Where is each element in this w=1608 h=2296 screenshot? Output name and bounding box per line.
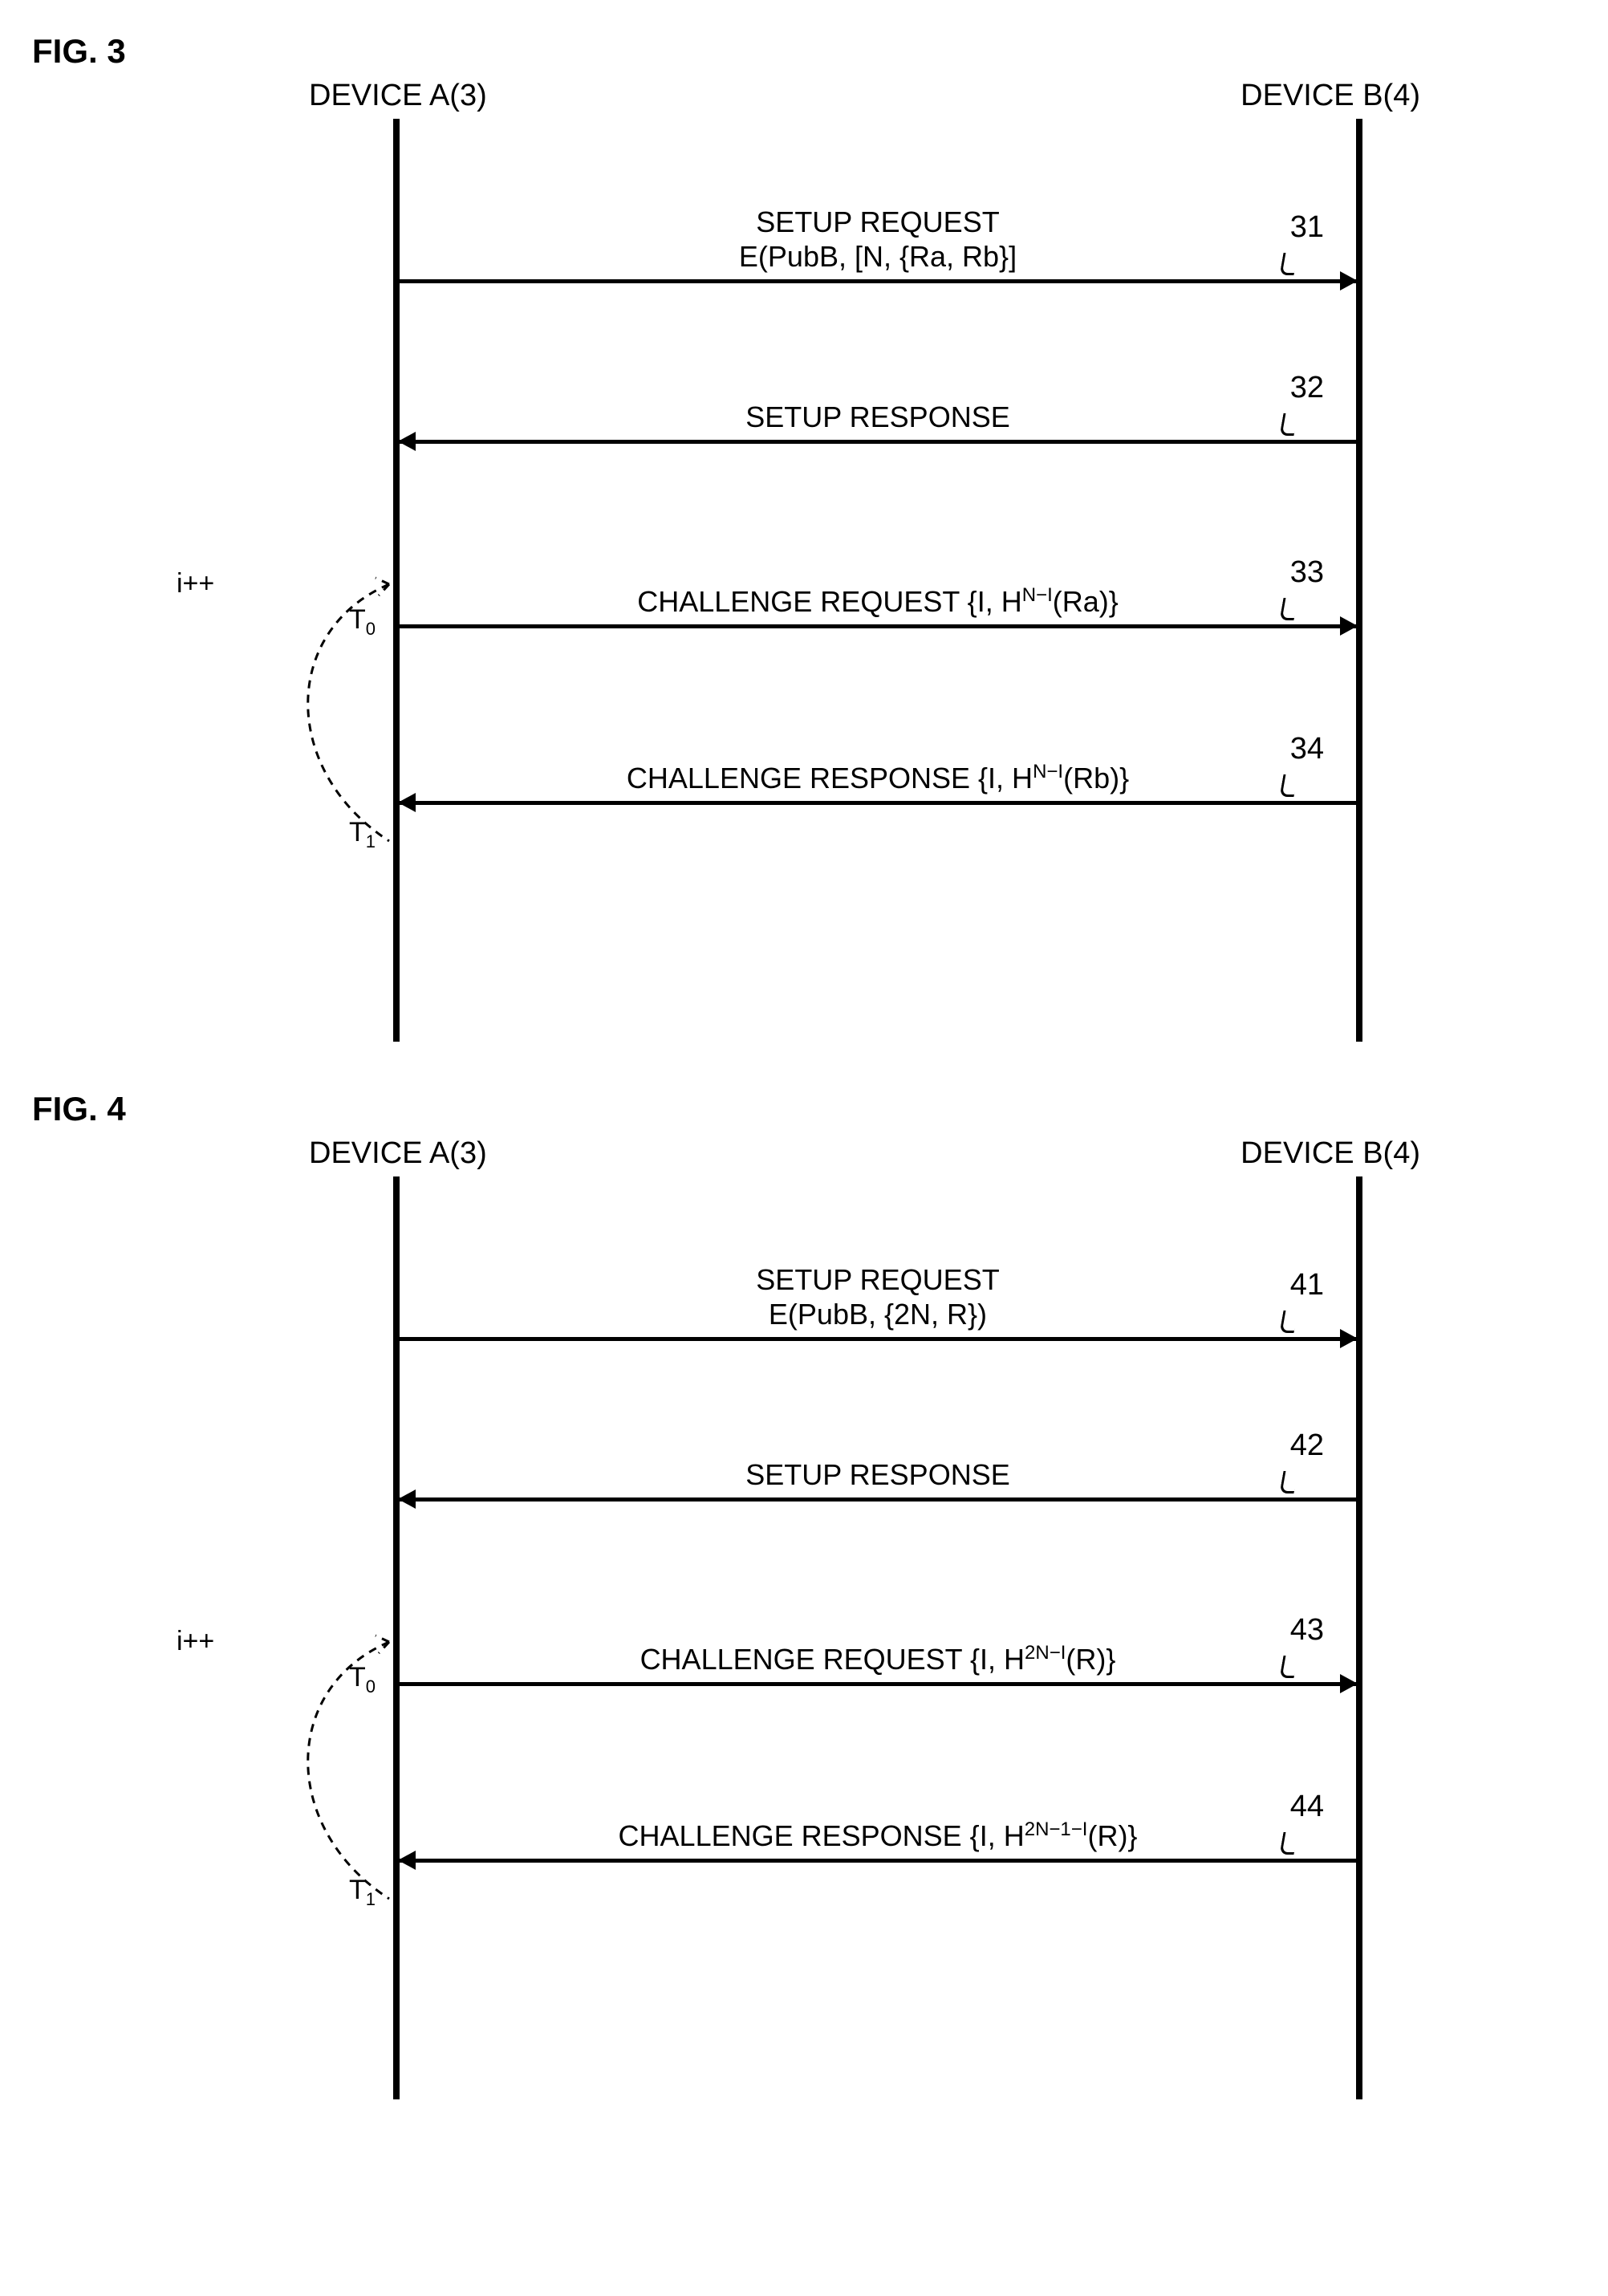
message-text: CHALLENGE REQUEST {I, HN−I(Ra)} [400,584,1356,619]
loop-increment-label: i++ [177,568,214,599]
fig3: FIG. 3 DEVICE A(3) DEVICE B(4) SETUP REQUES… [32,32,1576,1042]
arrow-right-icon [400,1682,1356,1686]
ref-number: 44 [1290,1790,1324,1824]
arrow-left-icon [400,1859,1356,1863]
ref-number: 34 [1290,732,1324,766]
arrow-left-icon [400,1497,1356,1502]
figure-title: FIG. 4 [32,1090,1576,1128]
ref-number: 41 [1290,1268,1324,1302]
time-t1-label: T1 [349,817,376,852]
lifeline-b [1356,1176,1362,2099]
message-41: SETUP REQUESTE(PubB, {2N, R})41 [400,1337,1356,1341]
ref-number: 33 [1290,555,1324,590]
time-t0-label: T0 [349,604,376,640]
figure-title: FIG. 3 [32,32,1576,71]
message-text: SETUP REQUESTE(PubB, {2N, R}) [400,1262,1356,1331]
message-32: SETUP RESPONSE32 [400,440,1356,444]
lifeline-b [1356,119,1362,1042]
time-t0-label: T0 [349,1662,376,1697]
message-43: CHALLENGE REQUEST {I, H2N−I(R)}43 [400,1682,1356,1686]
ref-number: 32 [1290,371,1324,405]
lifeline-a [393,119,400,1042]
arrow-left-icon [400,440,1356,444]
device-a-label: DEVICE A(3) [309,1136,487,1171]
lifeline-a [393,1176,400,2099]
message-44: CHALLENGE RESPONSE {I, H2N−1−I(R)}44 [400,1859,1356,1863]
device-a-label: DEVICE A(3) [309,79,487,113]
device-b-label: DEVICE B(4) [1241,1136,1420,1171]
message-text: SETUP RESPONSE [400,400,1356,434]
message-text: SETUP REQUESTE(PubB, [N, {Ra, Rb}] [400,205,1356,274]
ref-number: 31 [1290,210,1324,245]
message-34: CHALLENGE RESPONSE {I, HN−I(Rb)}34 [400,801,1356,805]
sequence-diagram: DEVICE A(3) DEVICE B(4) SETUP REQUESTE(Pub… [193,79,1476,1042]
message-42: SETUP RESPONSE42 [400,1497,1356,1502]
time-t1-label: T1 [349,1875,376,1910]
sequence-diagram: DEVICE A(3) DEVICE B(4) SETUP REQUESTE(Pub… [193,1136,1476,2099]
fig4: FIG. 4 DEVICE A(3) DEVICE B(4) SETUP REQUES… [32,1090,1576,2099]
arrow-right-icon [400,1337,1356,1341]
message-33: CHALLENGE REQUEST {I, HN−I(Ra)}33 [400,624,1356,628]
message-text: CHALLENGE RESPONSE {I, HN−I(Rb)} [400,761,1356,795]
message-text: CHALLENGE REQUEST {I, H2N−I(R)} [400,1642,1356,1676]
device-b-label: DEVICE B(4) [1241,79,1420,113]
message-text: SETUP RESPONSE [400,1457,1356,1492]
message-31: SETUP REQUESTE(PubB, [N, {Ra, Rb}]31 [400,279,1356,283]
arrow-right-icon [400,624,1356,628]
loop-increment-label: i++ [177,1626,214,1657]
arrow-right-icon [400,279,1356,283]
ref-number: 43 [1290,1613,1324,1648]
message-text: CHALLENGE RESPONSE {I, H2N−1−I(R)} [400,1819,1356,1853]
arrow-left-icon [400,801,1356,805]
ref-number: 42 [1290,1428,1324,1463]
